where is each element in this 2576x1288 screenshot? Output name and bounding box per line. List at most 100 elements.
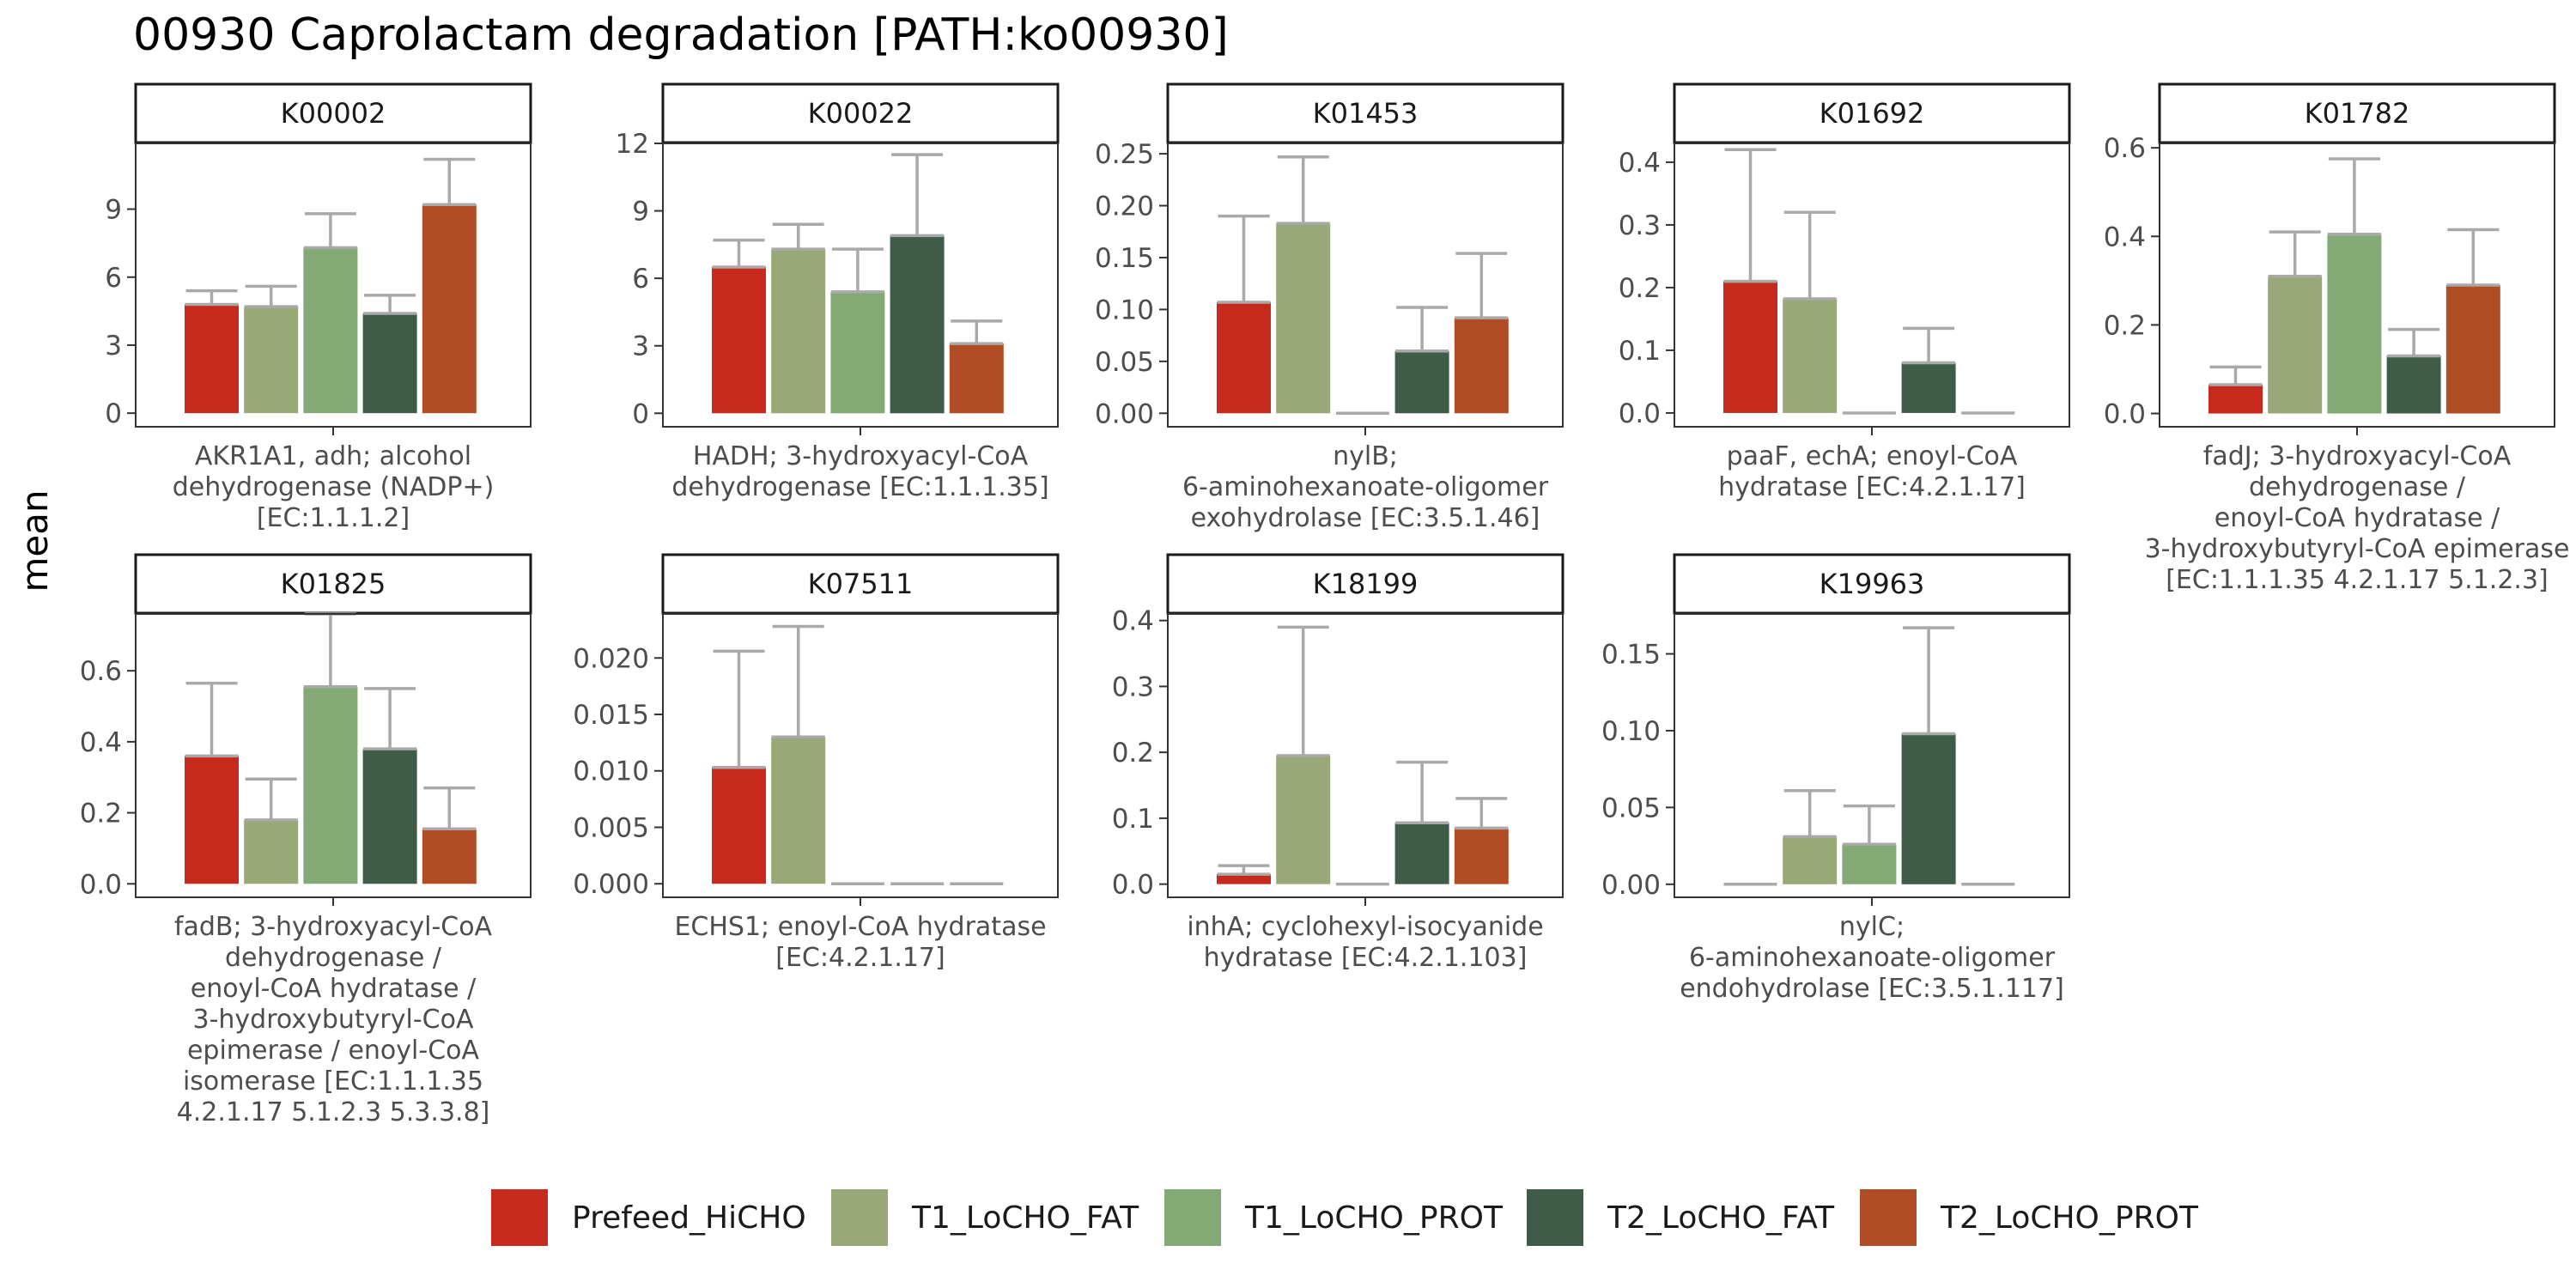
y-tick-label: 9 (632, 197, 649, 228)
bar (422, 829, 477, 884)
y-tick-label: 0.020 (573, 643, 649, 674)
facet-k01453: K01453 0.00 0.05 0.10 0.15 0.20 0.25 nylB;6-ami… (1095, 82, 1564, 533)
x-category-label: 6-aminohexanoate-oligomer (1689, 943, 2056, 973)
legend-swatch (1860, 1189, 1917, 1246)
legend-label: T1_LoCHO_FAT (911, 1200, 1139, 1236)
x-category-label: [EC:4.2.1.17] (775, 943, 945, 973)
x-category-label: isomerase [EC:1.1.1.35 (183, 1066, 483, 1097)
bar (1217, 301, 1271, 414)
x-category-label: enoyl-CoA hydratase / (2215, 503, 2500, 533)
facet-strip (661, 82, 1060, 144)
bar (362, 749, 417, 884)
bar (1394, 823, 1449, 884)
bar (1723, 281, 1777, 413)
y-tick-label: 0.05 (1095, 347, 1154, 378)
x-category-label: HADH; 3-hydroxyacyl-CoA (693, 441, 1029, 471)
facet-k18199: K18199 0.0 0.1 0.2 0.3 0.4 inhA; cyclohexyl-is… (1112, 553, 1564, 973)
bar (303, 247, 358, 414)
bar (1901, 362, 1956, 413)
y-tick-label: 0.10 (1601, 716, 1661, 747)
bar (771, 737, 826, 884)
x-category-label: exohydrolase [EC:3.5.1.46] (1191, 503, 1540, 533)
y-tick-label: 0.2 (1112, 738, 1154, 769)
y-tick-label: 12 (616, 129, 649, 160)
facet-k07511: K07511 0.000 0.005 0.010 0.015 0.020 ECHS1; en… (573, 553, 1060, 973)
y-tick-label: 0.0 (1619, 398, 1661, 429)
y-tick-label: 0.3 (1619, 210, 1661, 241)
legend-swatch (831, 1189, 888, 1246)
bar (712, 267, 766, 414)
bar (2268, 276, 2323, 414)
y-tick-label: 0.0 (80, 869, 122, 900)
y-tick-label: 0.00 (1095, 398, 1154, 429)
y-tick-label: 0.4 (1619, 148, 1661, 179)
y-tick-label: 3 (632, 331, 649, 362)
facet-k01782: K01782 0.0 0.2 0.4 0.6 fadJ; 3-hydroxyacyl-Co… (2104, 82, 2570, 595)
bar (1454, 318, 1509, 414)
y-tick-label: 0.15 (1601, 640, 1661, 671)
y-tick-label: 0.25 (1095, 139, 1154, 170)
y-tick-label: 0.10 (1095, 295, 1154, 325)
bar (1276, 223, 1331, 414)
x-category-label: paaF, echA; enoyl-CoA (1727, 441, 2018, 471)
legend-swatch (491, 1189, 548, 1246)
y-tick-label: 0.2 (80, 799, 122, 829)
facet-k00002: K00002 0 3 6 9 AKR1A1, adh; alcoholdehydrogen… (105, 82, 532, 533)
y-tick-label: 0.00 (1601, 870, 1661, 901)
facet-strip (1166, 553, 1564, 615)
facet-strip-label: K01692 (1820, 97, 1925, 130)
x-category-label: hydratase [EC:4.2.1.103] (1204, 943, 1528, 973)
y-tick-label: 0.0 (1112, 870, 1154, 901)
y-tick-label: 0.3 (1112, 671, 1154, 702)
y-tick-label: 0.6 (2104, 133, 2146, 164)
bar (244, 307, 299, 414)
facet-k19963: K19963 0.00 0.05 0.10 0.15 nylC;6-aminohexano… (1601, 553, 2071, 1004)
facet-k01825: K01825 0.0 0.2 0.4 0.6 fadB; 3-hydroxyacyl-Co… (80, 553, 532, 1127)
bar (185, 756, 239, 884)
y-tick-label: 0.0 (2104, 399, 2146, 430)
bar (2327, 234, 2382, 414)
bar (1783, 836, 1838, 884)
y-tick-label: 0.005 (573, 812, 649, 843)
legend-swatch (1164, 1189, 1221, 1246)
x-category-label: 3-hydroxybutyryl-CoA epimerase (2145, 534, 2570, 564)
x-category-label: enoyl-CoA hydratase / (191, 974, 477, 1004)
y-tick-label: 3 (105, 331, 122, 361)
y-tick-label: 0.010 (573, 756, 649, 787)
y-tick-label: 0.2 (1619, 273, 1661, 304)
facet-strip (1166, 82, 1564, 144)
y-tick-label: 0.4 (2104, 222, 2146, 252)
bar (1901, 733, 1956, 884)
y-tick-label: 0.4 (1112, 606, 1154, 637)
bar (890, 235, 945, 414)
bar (422, 204, 477, 414)
facet-strip-label: K18199 (1313, 568, 1419, 600)
facet-strip (661, 553, 1060, 615)
y-tick-label: 0.2 (2104, 310, 2146, 341)
legend-label: T1_LoCHO_PROT (1244, 1200, 1504, 1236)
x-category-label: 4.2.1.17 5.1.2.3 5.3.3.8] (177, 1097, 490, 1127)
bar (2386, 355, 2441, 414)
y-tick-label: 0.015 (573, 700, 649, 731)
bar (2445, 285, 2500, 414)
facet-strip (2158, 82, 2556, 144)
y-axis-label: mean (14, 489, 56, 592)
facet-strip-label: K07511 (808, 568, 914, 600)
x-category-label: [EC:1.1.1.2] (257, 503, 410, 533)
facet-strip-label: K01825 (281, 568, 386, 600)
x-category-label: 3-hydroxybutyryl-CoA (193, 1005, 474, 1035)
bar (185, 304, 239, 414)
bar (1842, 844, 1897, 884)
y-tick-label: 0 (632, 398, 649, 429)
legend-label: Prefeed_HiCHO (572, 1200, 806, 1236)
y-tick-label: 0.000 (573, 869, 649, 900)
x-category-label: [EC:1.1.1.35 4.2.1.17 5.1.2.3] (2166, 565, 2549, 595)
x-category-label: dehydrogenase [EC:1.1.1.35] (671, 472, 1048, 502)
y-tick-label: 0.15 (1095, 243, 1154, 274)
y-tick-label: 0.4 (80, 727, 122, 758)
x-category-label: dehydrogenase (NADP+) (173, 472, 495, 502)
x-category-label: dehydrogenase / (2249, 472, 2466, 502)
facet-strip-label: K00002 (281, 97, 386, 130)
x-category-label: ECHS1; enoyl-CoA hydratase (674, 912, 1046, 942)
x-category-label: fadB; 3-hydroxyacyl-CoA (174, 912, 493, 942)
